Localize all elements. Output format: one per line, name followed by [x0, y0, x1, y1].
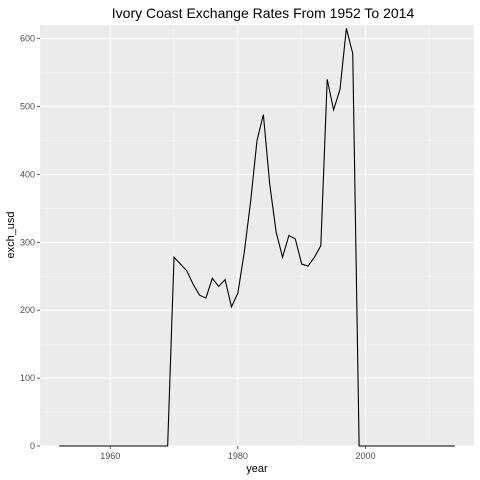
chart-title: Ivory Coast Exchange Rates From 1952 To … — [112, 5, 415, 21]
y-tick-label: 300 — [20, 237, 35, 247]
y-tick-label: 400 — [20, 169, 35, 179]
y-tick-label: 200 — [20, 305, 35, 315]
x-tick-label: 1980 — [228, 451, 248, 461]
x-axis-title: year — [246, 463, 268, 475]
y-axis: 0 100 200 300 400 500 600 — [20, 34, 40, 451]
x-axis: 1960 1980 2000 — [100, 446, 376, 461]
x-tick-label: 1960 — [100, 451, 120, 461]
y-tick-label: 600 — [20, 34, 35, 44]
y-tick-label: 0 — [30, 441, 35, 451]
x-tick-label: 2000 — [355, 451, 375, 461]
y-tick-label: 500 — [20, 101, 35, 111]
plot-panel — [40, 25, 474, 446]
y-axis-title: exch_usd — [5, 211, 17, 258]
y-tick-label: 100 — [20, 373, 35, 383]
series-line — [59, 28, 455, 447]
